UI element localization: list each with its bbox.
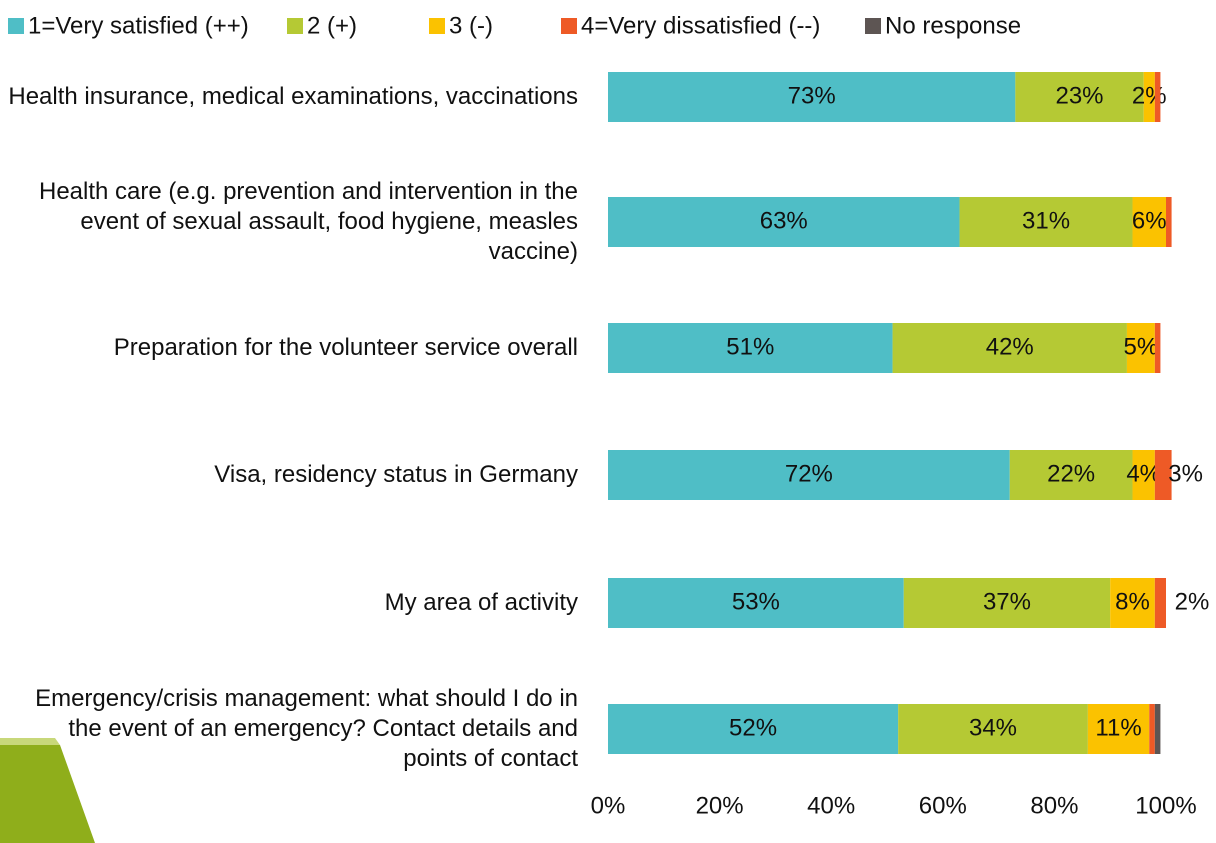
x-tick-label: 60%	[919, 792, 967, 819]
data-label: 23%	[1055, 82, 1103, 109]
legend-swatch	[561, 18, 577, 34]
legend-label: 3 (-)	[449, 12, 493, 39]
legend-swatch	[429, 18, 445, 34]
data-label: 2%	[1175, 588, 1210, 615]
legend-label: No response	[885, 12, 1021, 39]
data-label: 72%	[785, 460, 833, 487]
bar-segment	[1155, 704, 1161, 754]
x-tick-label: 20%	[696, 792, 744, 819]
data-label: 73%	[788, 82, 836, 109]
category-label: Visa, residency status in Germany	[0, 460, 578, 490]
category-label: Health care (e.g. prevention and interve…	[0, 177, 578, 267]
data-label: 63%	[760, 207, 808, 234]
data-label: 42%	[986, 333, 1034, 360]
chart: 1=Very satisfied (++) 2 (+) 3 (-) 4=Very di…	[0, 0, 1216, 843]
data-label: 31%	[1022, 207, 1070, 234]
data-label: 8%	[1115, 588, 1150, 615]
x-tick-label: 40%	[807, 792, 855, 819]
bar-segment	[1155, 72, 1161, 122]
x-tick-label: 100%	[1135, 792, 1196, 819]
legend-label: 4=Very dissatisfied (--)	[581, 12, 820, 39]
data-label: 37%	[983, 588, 1031, 615]
data-label: 53%	[732, 588, 780, 615]
legend-swatch	[865, 18, 881, 34]
data-label: 5%	[1124, 333, 1159, 360]
legend-swatch	[8, 18, 24, 34]
bar-segment	[1149, 704, 1155, 754]
legend-label: 2 (+)	[307, 12, 357, 39]
bar-segment	[1155, 323, 1161, 373]
data-label: 22%	[1047, 460, 1095, 487]
category-label: Emergency/crisis management: what should…	[0, 684, 578, 774]
x-tick-label: 0%	[591, 792, 626, 819]
data-label: 2%	[1132, 82, 1167, 109]
data-label: 52%	[729, 714, 777, 741]
bar-segment	[1166, 197, 1172, 247]
category-label: Preparation for the volunteer service ov…	[0, 333, 578, 363]
data-label: 51%	[726, 333, 774, 360]
data-label: 3%	[1168, 460, 1203, 487]
category-label: Health insurance, medical examinations, …	[0, 82, 578, 112]
data-label: 34%	[969, 714, 1017, 741]
legend-swatch	[287, 18, 303, 34]
data-label: 6%	[1132, 207, 1167, 234]
category-label: My area of activity	[0, 588, 578, 618]
bar-segment	[1155, 578, 1166, 628]
data-label: 11%	[1095, 714, 1141, 741]
x-tick-label: 80%	[1030, 792, 1078, 819]
legend-label: 1=Very satisfied (++)	[28, 12, 249, 39]
